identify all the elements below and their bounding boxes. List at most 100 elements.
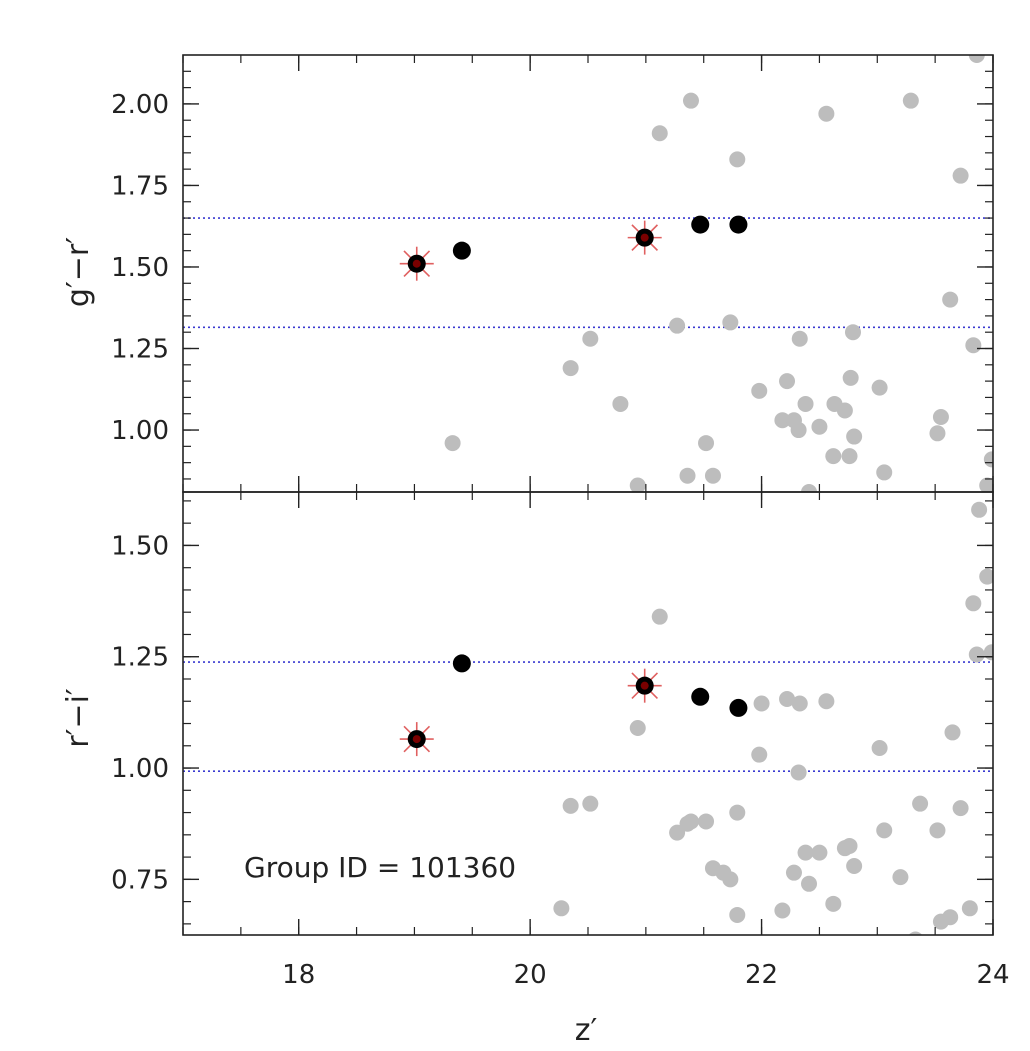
field-galaxy-point-top-38 xyxy=(968,55,985,63)
field-galaxy-point-top-7 xyxy=(679,467,696,484)
member-galaxy-point-top-1 xyxy=(691,215,710,234)
field-galaxy-point-bottom-7 xyxy=(682,813,699,830)
x-tick-label-1: 20 xyxy=(514,960,547,990)
y-tick-label-top-3: 1.75 xyxy=(111,171,169,201)
field-galaxy-point-bottom-14 xyxy=(751,746,768,763)
field-galaxy-point-bottom-37 xyxy=(944,724,961,741)
field-galaxy-point-bottom-31 xyxy=(892,869,909,886)
field-galaxy-point-bottom-36 xyxy=(942,909,959,926)
y-tick-label-bottom-0: 0.75 xyxy=(111,865,169,895)
field-galaxy-point-bottom-22 xyxy=(801,875,818,892)
field-galaxy-point-top-19 xyxy=(797,395,814,412)
field-galaxy-point-bottom-12 xyxy=(729,804,746,821)
field-galaxy-point-top-30 xyxy=(871,379,888,396)
field-galaxy-point-bottom-23 xyxy=(811,844,828,861)
field-galaxy-point-top-25 xyxy=(836,402,853,419)
field-galaxy-point-top-1 xyxy=(562,360,579,377)
field-galaxy-point-top-13 xyxy=(751,382,768,399)
field-galaxy-point-bottom-20 xyxy=(791,695,808,712)
field-galaxy-point-top-12 xyxy=(729,151,746,168)
field-galaxy-point-bottom-42 xyxy=(971,501,988,518)
field-galaxy-point-top-6 xyxy=(669,317,686,334)
x-tick-label-0: 18 xyxy=(282,960,315,990)
field-galaxy-point-top-3 xyxy=(612,395,629,412)
field-galaxy-point-bottom-15 xyxy=(753,695,770,712)
field-galaxy-point-bottom-41 xyxy=(968,646,985,663)
field-galaxy-point-bottom-28 xyxy=(846,857,863,874)
field-galaxy-point-bottom-5 xyxy=(669,824,686,841)
y-tick-label-top-2: 1.50 xyxy=(111,253,169,283)
field-galaxy-point-bottom-38 xyxy=(952,800,969,817)
field-galaxy-point-top-35 xyxy=(942,291,959,308)
y-tick-label-bottom-1: 1.00 xyxy=(111,754,169,784)
field-galaxy-point-bottom-18 xyxy=(785,864,802,881)
field-galaxy-point-top-11 xyxy=(722,314,739,331)
x-tick-label-3: 24 xyxy=(976,960,1009,990)
field-galaxy-point-bottom-43 xyxy=(979,568,993,585)
field-galaxy-point-top-9 xyxy=(698,435,715,452)
field-galaxy-point-top-34 xyxy=(932,408,949,425)
field-galaxy-point-bottom-17 xyxy=(779,691,796,708)
y-axis-title-bottom: r′−i′ xyxy=(61,688,96,748)
field-galaxy-point-bottom-13 xyxy=(729,906,746,923)
y-axis-title-top: g′−r′ xyxy=(61,237,96,307)
field-galaxy-point-bottom-16 xyxy=(774,902,791,919)
field-galaxy-point-bottom-4 xyxy=(651,608,668,625)
field-galaxy-point-bottom-33 xyxy=(912,795,929,812)
field-galaxy-point-bottom-3 xyxy=(629,719,646,736)
field-galaxy-point-bottom-30 xyxy=(876,822,893,839)
field-galaxy-point-top-23 xyxy=(825,448,842,465)
bcg-marker-bottom-1 xyxy=(627,668,662,703)
field-galaxy-point-bottom-1 xyxy=(562,797,579,814)
bcg-marker-bottom-0 xyxy=(399,722,434,757)
field-galaxy-point-top-17 xyxy=(790,422,807,439)
member-galaxy-point-top-0 xyxy=(452,241,471,260)
field-galaxy-point-bottom-25 xyxy=(825,895,842,912)
bottom-panel: 0.75 1.00 1.25 1.50 18 20 22 24 xyxy=(111,491,1010,990)
field-galaxy-point-top-29 xyxy=(844,324,861,341)
field-galaxy-point-top-27 xyxy=(842,369,859,386)
field-galaxy-point-top-5 xyxy=(651,125,668,142)
field-galaxy-point-top-0 xyxy=(444,435,461,452)
group-id-annotation: Group ID = 101360 xyxy=(244,851,516,884)
field-galaxy-point-top-10 xyxy=(704,467,721,484)
field-galaxy-point-bottom-32 xyxy=(908,931,923,935)
field-galaxy-point-bottom-40 xyxy=(965,595,982,612)
field-galaxy-point-top-20 xyxy=(801,484,818,492)
field-galaxy-point-top-26 xyxy=(841,448,858,465)
field-galaxy-point-bottom-19 xyxy=(790,764,807,781)
y-tick-label-top-0: 1.00 xyxy=(111,416,169,446)
field-galaxy-point-top-22 xyxy=(818,105,835,122)
x-tick-label-2: 22 xyxy=(745,960,778,990)
x-axis-title: z′ xyxy=(575,1013,598,1048)
bcg-marker-top-1 xyxy=(627,220,662,255)
y-tick-label-bottom-3: 1.50 xyxy=(111,531,169,561)
field-galaxy-point-top-4 xyxy=(629,477,646,492)
field-galaxy-point-top-33 xyxy=(929,425,946,442)
field-galaxy-point-top-28 xyxy=(846,428,863,445)
member-galaxy-point-top-2 xyxy=(729,215,748,234)
field-galaxy-point-top-36 xyxy=(952,167,969,184)
field-galaxy-point-top-18 xyxy=(791,330,808,347)
member-galaxy-point-bottom-1 xyxy=(691,687,710,706)
field-galaxy-point-top-40 xyxy=(983,451,993,468)
field-galaxy-point-top-32 xyxy=(902,92,919,109)
field-galaxy-point-bottom-29 xyxy=(871,740,888,757)
field-galaxy-point-bottom-21 xyxy=(797,844,814,861)
member-galaxy-point-bottom-2 xyxy=(729,698,748,717)
field-galaxy-point-top-39 xyxy=(979,477,993,492)
member-galaxy-point-bottom-0 xyxy=(452,654,471,673)
field-galaxy-point-top-14 xyxy=(774,412,791,429)
field-galaxy-point-bottom-11 xyxy=(722,871,739,888)
field-galaxy-point-bottom-27 xyxy=(841,837,858,854)
field-galaxy-point-top-37 xyxy=(965,337,982,354)
field-galaxy-point-top-21 xyxy=(811,418,828,435)
bcg-marker-top-0 xyxy=(399,246,434,281)
axes-frame-top xyxy=(182,54,994,493)
y-tick-label-top-1: 1.25 xyxy=(111,335,169,365)
field-galaxy-point-bottom-2 xyxy=(582,795,599,812)
y-tick-label-top-4: 2.00 xyxy=(111,90,169,120)
field-galaxy-point-bottom-34 xyxy=(929,822,946,839)
field-galaxy-point-bottom-0 xyxy=(553,900,570,917)
